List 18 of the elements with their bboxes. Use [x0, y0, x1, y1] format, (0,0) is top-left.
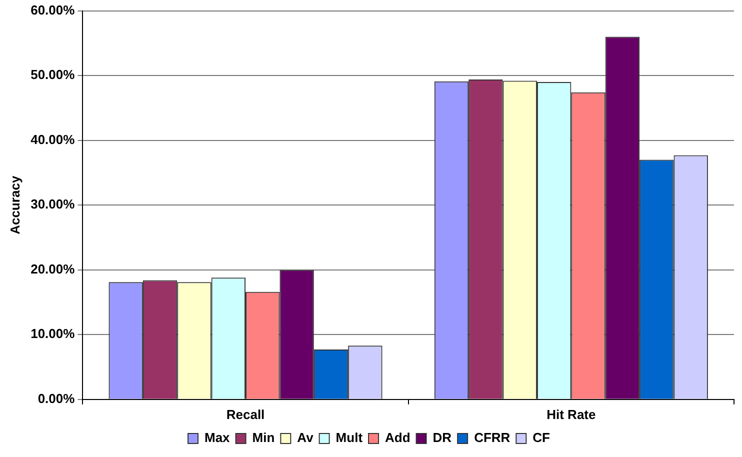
- y-tick-label: 60.00%: [30, 2, 76, 18]
- legend-label: Add: [385, 430, 410, 446]
- legend-label: DR: [432, 430, 452, 446]
- x-tick-label: Hit Rate: [546, 406, 596, 422]
- x-tick-label: Recall: [226, 406, 265, 422]
- legend-label: CF: [532, 430, 550, 446]
- y-tick-label: 20.00%: [30, 261, 76, 276]
- legend-label: Max: [204, 430, 231, 446]
- y-tick-label: 40.00%: [30, 132, 76, 147]
- legend-label: Av: [297, 430, 314, 446]
- y-tick-label: 50.00%: [30, 67, 76, 82]
- y-axis-title: Accuracy: [7, 175, 22, 234]
- legend-label: Mult: [336, 430, 364, 446]
- y-tick-label: 30.00%: [30, 196, 76, 212]
- legend-label: CFRR: [474, 430, 511, 446]
- y-tick-label: 0.00%: [38, 390, 76, 406]
- y-tick-label: 10.00%: [30, 326, 76, 342]
- legend-label: Min: [252, 430, 275, 446]
